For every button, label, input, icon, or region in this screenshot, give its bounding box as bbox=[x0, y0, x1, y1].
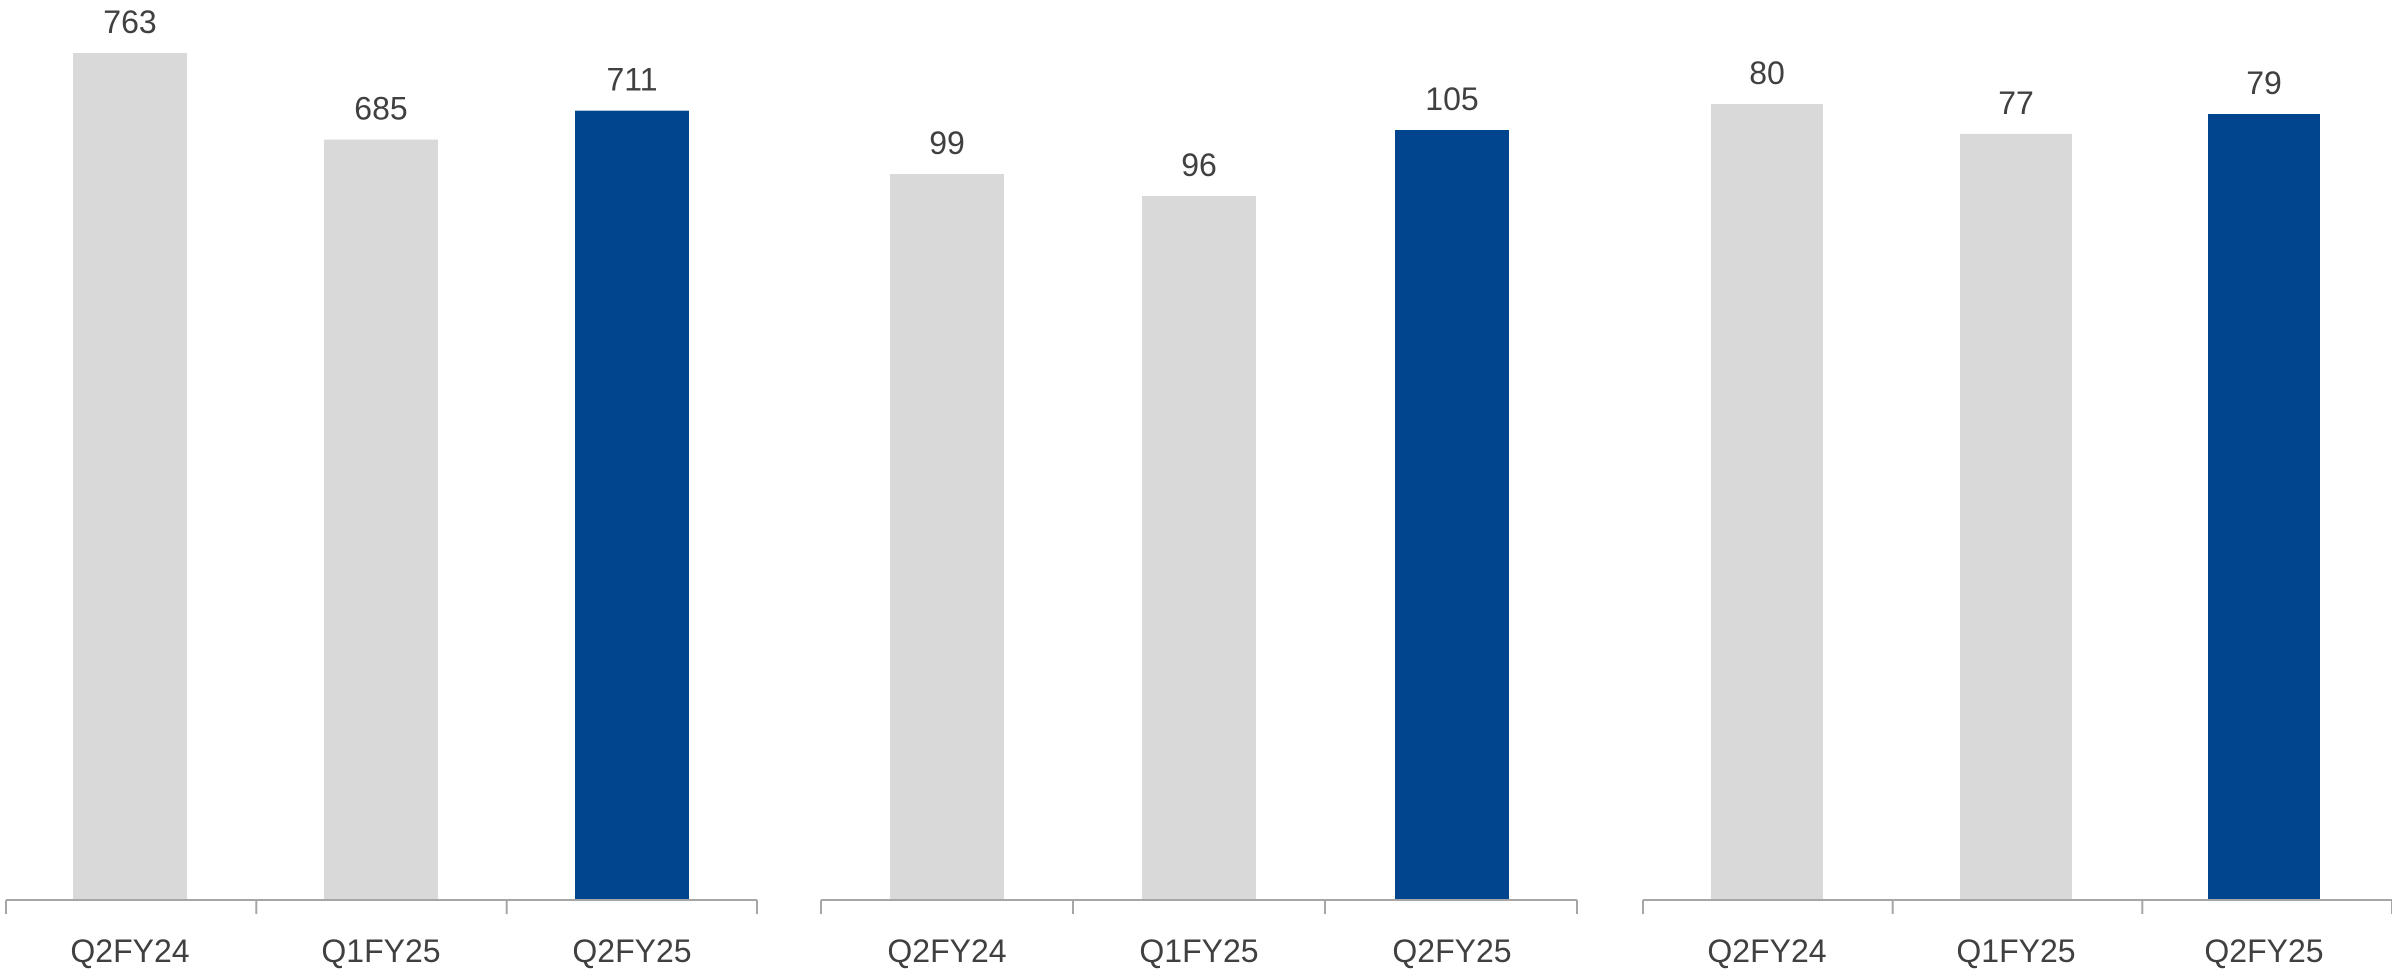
x-tick-label: Q2FY25 bbox=[572, 933, 691, 969]
x-tick-label: Q2FY25 bbox=[2204, 933, 2323, 969]
bar-q1fy25 bbox=[324, 139, 438, 901]
x-tick-label: Q1FY25 bbox=[321, 933, 440, 969]
chart-panel-3: 80 Q2FY24 77 Q1FY25 79 Q2FY25 bbox=[1642, 55, 2392, 969]
data-label: 685 bbox=[354, 91, 407, 127]
x-tick-label: Q2FY24 bbox=[887, 933, 1006, 969]
bar-q2fy25 bbox=[575, 110, 689, 900]
data-label: 105 bbox=[1425, 81, 1478, 117]
x-tick-label: Q1FY25 bbox=[1956, 933, 2075, 969]
bar-q2fy24 bbox=[73, 53, 187, 900]
bar-q1fy25 bbox=[1142, 196, 1256, 900]
bar-q2fy25 bbox=[1395, 130, 1509, 900]
bar-q2fy24 bbox=[1711, 104, 1823, 900]
x-tick-label: Q2FY25 bbox=[1392, 933, 1511, 969]
x-tick-label: Q1FY25 bbox=[1139, 933, 1258, 969]
bar-q2fy24 bbox=[890, 174, 1004, 900]
data-label: 77 bbox=[1998, 85, 2034, 121]
data-label: 96 bbox=[1181, 147, 1217, 183]
chart-panel-1: 763 Q2FY24 685 Q1FY25 711 Q2FY25 bbox=[5, 4, 758, 969]
x-tick-label: Q2FY24 bbox=[1707, 933, 1826, 969]
data-label: 80 bbox=[1749, 55, 1785, 91]
data-label: 79 bbox=[2246, 65, 2282, 101]
chart-panel-2: 99 Q2FY24 96 Q1FY25 105 Q2FY25 bbox=[820, 81, 1578, 969]
data-label: 711 bbox=[606, 62, 657, 98]
bar-q1fy25 bbox=[1960, 133, 2072, 900]
x-tick-label: Q2FY24 bbox=[70, 933, 189, 969]
data-label: 763 bbox=[103, 4, 156, 40]
data-label: 99 bbox=[929, 125, 965, 161]
bar-q2fy25 bbox=[2208, 114, 2320, 900]
